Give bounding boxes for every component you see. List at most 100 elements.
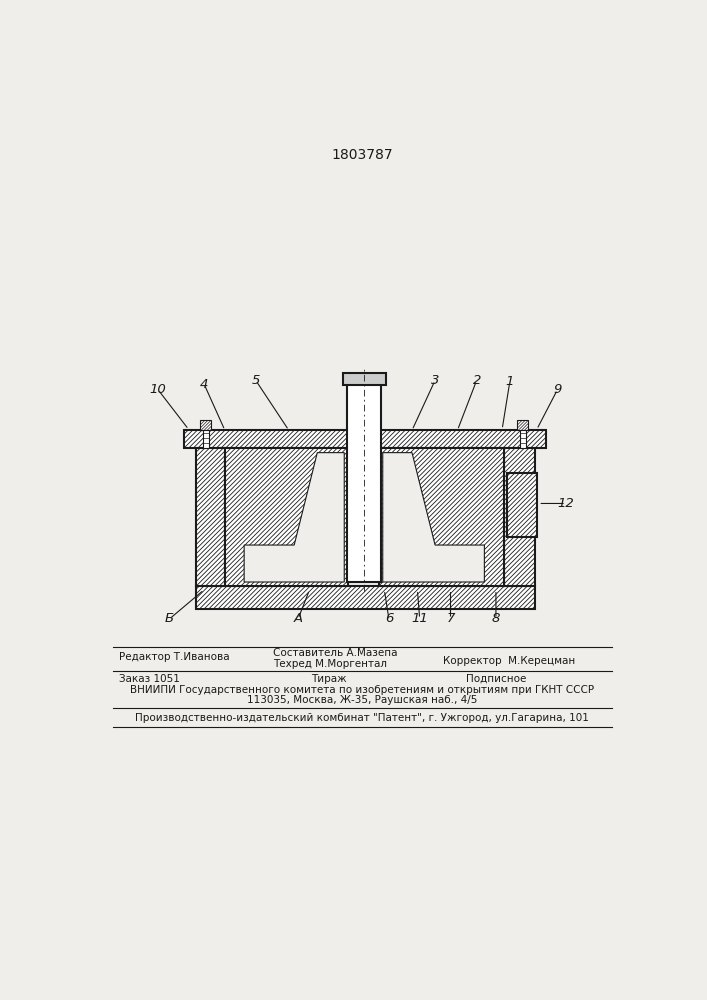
Polygon shape: [379, 448, 504, 586]
Polygon shape: [379, 448, 504, 586]
Polygon shape: [504, 448, 535, 586]
Polygon shape: [379, 448, 504, 586]
Polygon shape: [197, 448, 225, 586]
Polygon shape: [379, 448, 504, 586]
Polygon shape: [504, 448, 535, 586]
Polygon shape: [225, 448, 348, 586]
Polygon shape: [379, 448, 504, 586]
Polygon shape: [197, 448, 225, 586]
Polygon shape: [197, 586, 535, 609]
Polygon shape: [508, 473, 537, 537]
Polygon shape: [200, 420, 211, 430]
Polygon shape: [379, 448, 504, 586]
Polygon shape: [197, 586, 535, 609]
Polygon shape: [379, 448, 504, 586]
Polygon shape: [504, 448, 535, 586]
Polygon shape: [184, 430, 351, 448]
Polygon shape: [379, 448, 504, 586]
Polygon shape: [197, 448, 225, 586]
Polygon shape: [197, 448, 225, 586]
Polygon shape: [379, 448, 504, 586]
Polygon shape: [197, 586, 535, 609]
Polygon shape: [225, 448, 348, 586]
Polygon shape: [197, 586, 535, 609]
Text: Заказ 1051: Заказ 1051: [119, 674, 180, 684]
Polygon shape: [197, 586, 535, 609]
Polygon shape: [377, 430, 546, 448]
Polygon shape: [504, 448, 535, 586]
Polygon shape: [508, 473, 537, 537]
Polygon shape: [377, 430, 546, 448]
Polygon shape: [197, 448, 225, 586]
Polygon shape: [197, 448, 225, 586]
Polygon shape: [184, 430, 351, 448]
Polygon shape: [225, 448, 348, 586]
Polygon shape: [225, 448, 348, 586]
Polygon shape: [197, 448, 225, 586]
Polygon shape: [184, 430, 351, 448]
Polygon shape: [379, 448, 504, 586]
Polygon shape: [225, 448, 348, 586]
Polygon shape: [225, 448, 348, 586]
Polygon shape: [379, 448, 504, 586]
Polygon shape: [197, 448, 225, 586]
Polygon shape: [225, 448, 348, 586]
Polygon shape: [184, 430, 351, 448]
Polygon shape: [184, 430, 351, 448]
Polygon shape: [197, 448, 225, 586]
Polygon shape: [197, 586, 535, 609]
Polygon shape: [197, 448, 225, 586]
Polygon shape: [225, 448, 348, 586]
Polygon shape: [225, 448, 348, 586]
Polygon shape: [225, 448, 348, 586]
Polygon shape: [184, 430, 351, 448]
Polygon shape: [508, 473, 537, 537]
Polygon shape: [379, 448, 504, 586]
Polygon shape: [518, 420, 528, 430]
Polygon shape: [225, 448, 348, 586]
Polygon shape: [504, 448, 535, 586]
Polygon shape: [225, 448, 348, 586]
Polygon shape: [379, 448, 504, 586]
Polygon shape: [197, 586, 535, 609]
Polygon shape: [200, 420, 211, 430]
Polygon shape: [184, 430, 351, 448]
Polygon shape: [225, 448, 348, 586]
Polygon shape: [197, 586, 535, 609]
Polygon shape: [379, 448, 504, 586]
Polygon shape: [184, 430, 351, 448]
Polygon shape: [184, 430, 351, 448]
Polygon shape: [197, 448, 225, 586]
Polygon shape: [225, 448, 348, 586]
Polygon shape: [225, 448, 348, 586]
Polygon shape: [200, 420, 211, 430]
Polygon shape: [379, 448, 504, 586]
Polygon shape: [508, 473, 537, 537]
Polygon shape: [508, 473, 537, 537]
Polygon shape: [225, 448, 348, 586]
Polygon shape: [504, 448, 535, 586]
Polygon shape: [379, 448, 504, 586]
Polygon shape: [225, 448, 348, 586]
Polygon shape: [197, 448, 225, 586]
Polygon shape: [197, 586, 535, 609]
Polygon shape: [518, 420, 528, 430]
Polygon shape: [379, 448, 504, 586]
Polygon shape: [197, 448, 225, 586]
Polygon shape: [225, 448, 348, 586]
Polygon shape: [379, 448, 504, 586]
Polygon shape: [379, 448, 504, 586]
Polygon shape: [377, 430, 546, 448]
Polygon shape: [504, 448, 535, 586]
Polygon shape: [379, 448, 504, 586]
Polygon shape: [225, 448, 348, 586]
Polygon shape: [504, 448, 535, 586]
Polygon shape: [377, 430, 546, 448]
Polygon shape: [197, 586, 535, 609]
Polygon shape: [184, 430, 351, 448]
Polygon shape: [504, 448, 535, 586]
Polygon shape: [379, 448, 504, 586]
Polygon shape: [225, 448, 348, 586]
Polygon shape: [225, 448, 348, 586]
Polygon shape: [225, 448, 348, 586]
